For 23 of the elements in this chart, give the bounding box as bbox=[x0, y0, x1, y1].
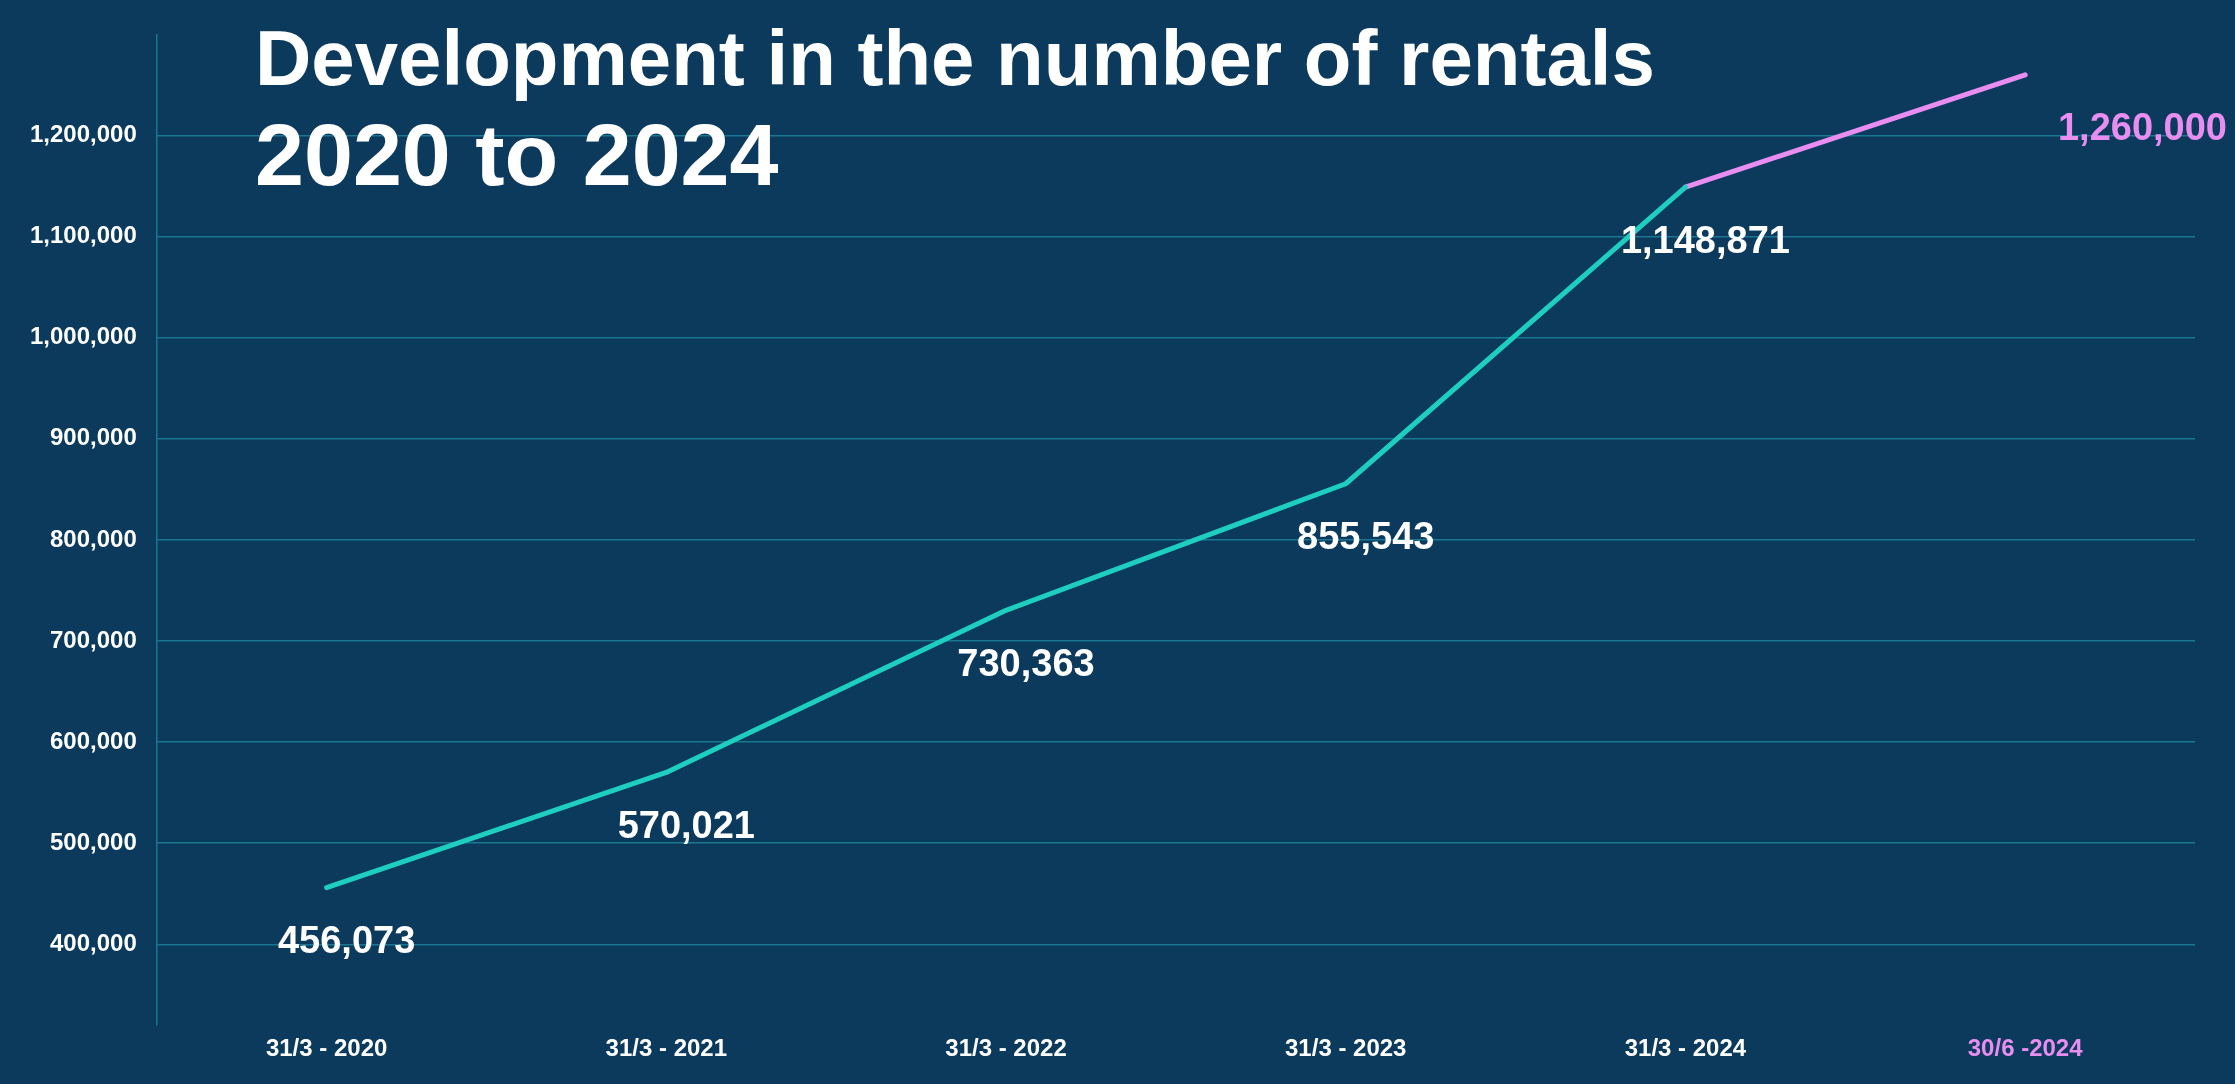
y-tick-label: 900,000 bbox=[50, 423, 137, 451]
x-tick-label: 31/3 - 2023 bbox=[1285, 1034, 1407, 1062]
y-tick-label: 800,000 bbox=[50, 524, 137, 552]
x-tick-label: 31/3 - 2022 bbox=[945, 1034, 1067, 1062]
y-tick-label: 700,000 bbox=[50, 625, 137, 653]
x-tick-label: 30/6 -2024 bbox=[1967, 1034, 2084, 1062]
y-tick-label: 600,000 bbox=[50, 726, 137, 754]
x-tick-label: 31/3 - 2021 bbox=[605, 1034, 728, 1062]
data-label: 570,021 bbox=[617, 803, 756, 846]
x-tick-label: 31/3 - 2024 bbox=[1624, 1034, 1747, 1062]
y-tick-label: 500,000 bbox=[50, 827, 137, 855]
y-tick-label: 1,100,000 bbox=[29, 221, 137, 249]
data-label: 1,148,871 bbox=[1620, 218, 1790, 261]
x-tick-label: 31/3 - 2020 bbox=[265, 1034, 388, 1062]
chart-title: Development in the number of rentals bbox=[255, 14, 1655, 104]
text: 2020 to 2024 bbox=[255, 103, 780, 205]
y-tick-label: 400,000 bbox=[50, 928, 137, 956]
y-tick-label: 1,000,000 bbox=[29, 322, 137, 350]
data-label: 456,073 bbox=[277, 919, 416, 962]
y-tick-label: 1,200,000 bbox=[29, 120, 137, 148]
data-label: 855,543 bbox=[1297, 515, 1435, 558]
data-label: 730,363 bbox=[957, 641, 1095, 684]
data-label: 1,260,000 bbox=[2057, 106, 2227, 149]
